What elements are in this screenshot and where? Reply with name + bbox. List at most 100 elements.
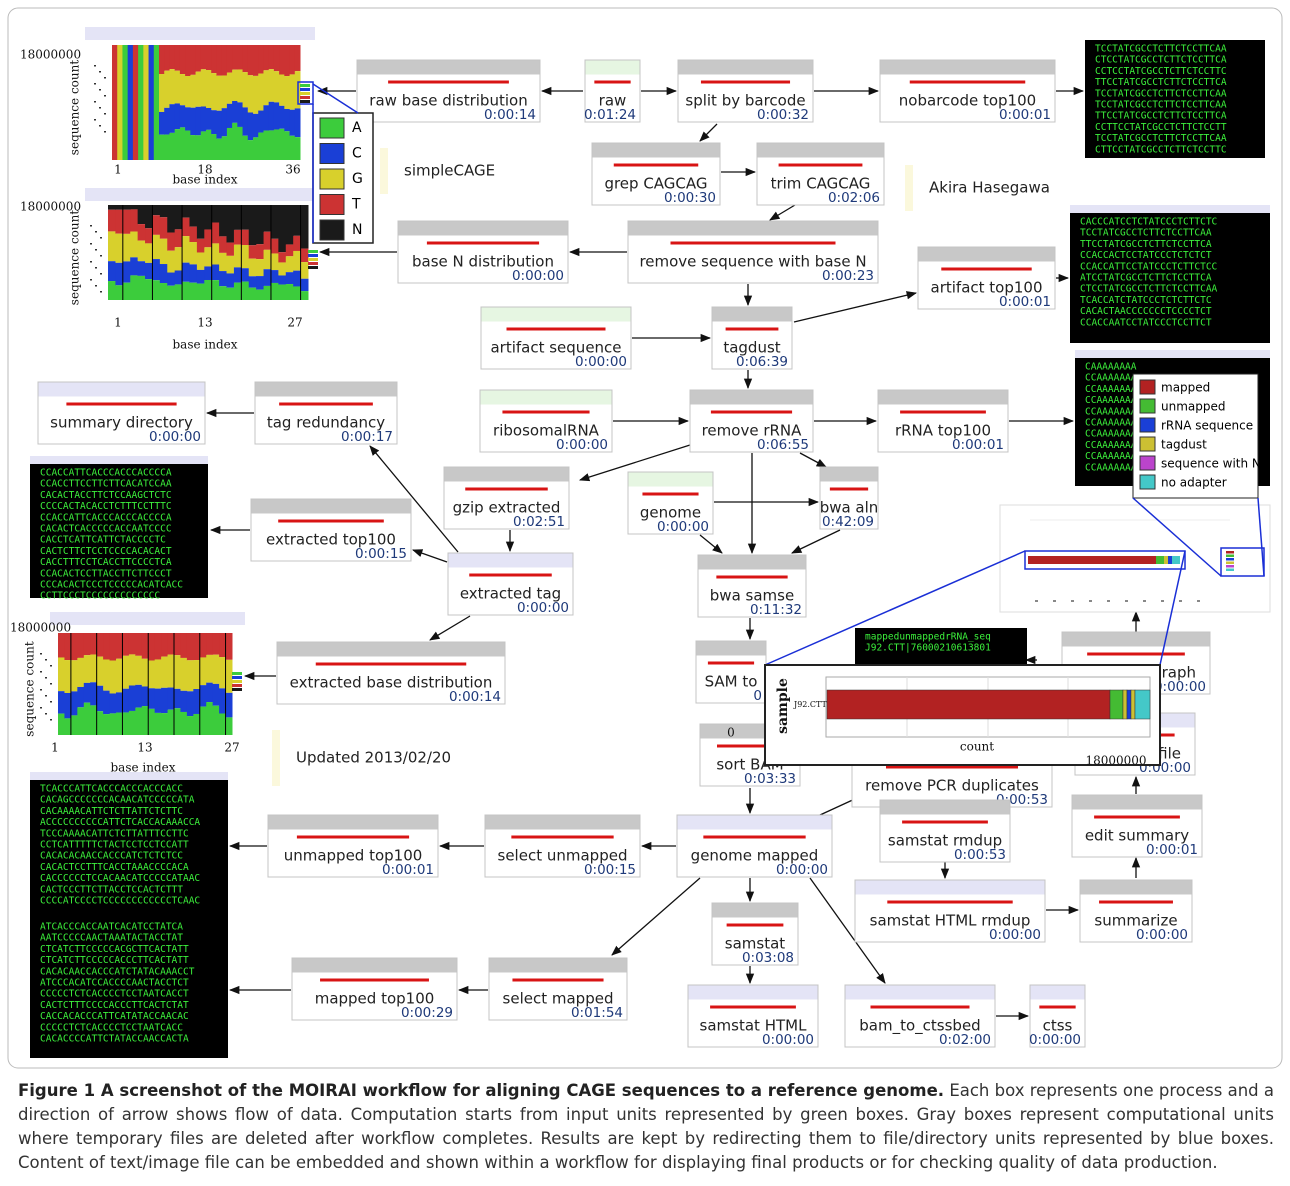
plot-column xyxy=(154,45,160,160)
plot-xtick: 1 xyxy=(51,741,59,755)
plot-dot xyxy=(104,77,106,79)
node-time: 0:03:33 xyxy=(744,771,796,787)
plot-column xyxy=(84,655,91,683)
plot-column xyxy=(108,210,116,232)
plot-column xyxy=(167,273,175,286)
plot-column xyxy=(152,235,160,259)
node-header xyxy=(482,308,631,322)
plot-dot xyxy=(99,107,101,109)
plot-dot xyxy=(50,719,52,721)
legend-swatch xyxy=(320,118,344,138)
plot-column xyxy=(175,129,181,160)
plot-column xyxy=(264,205,272,232)
plot-column xyxy=(115,285,123,300)
note-marker xyxy=(380,148,388,194)
sequence-line: CCACCATTCCTATCCCTCTTCTCC xyxy=(1080,261,1217,272)
plot-column xyxy=(206,70,212,108)
plot-column xyxy=(133,45,139,160)
thumb-legend-swatch xyxy=(1226,551,1234,554)
plot-column xyxy=(196,45,202,72)
plot-column xyxy=(284,45,290,76)
plot-column xyxy=(226,693,233,718)
mini-legend-swatch xyxy=(308,254,318,257)
node-header xyxy=(586,61,640,75)
sequence-line: CCCCCTCTCACCCCTCCTAATCACC xyxy=(40,1022,183,1033)
thumb-dot xyxy=(1143,600,1146,602)
thumb-dot xyxy=(1035,600,1038,602)
plot-column xyxy=(190,135,196,160)
mini-legend-swatch xyxy=(232,684,242,687)
plot-dot xyxy=(50,701,52,703)
legend-label: no adapter xyxy=(1161,476,1227,490)
node-header xyxy=(758,144,884,158)
plot-dot xyxy=(94,119,96,121)
plot-column xyxy=(278,252,286,262)
plot-column xyxy=(180,691,187,712)
mini-legend-swatch xyxy=(300,96,310,99)
thumb-legend-swatch xyxy=(1226,555,1234,558)
plot-column xyxy=(290,45,296,74)
mini-legend-swatch xyxy=(300,84,310,87)
mini-legend-swatch xyxy=(232,688,242,691)
legend-swatch xyxy=(1140,399,1155,413)
plot-column xyxy=(234,205,242,230)
plot-column xyxy=(243,107,249,135)
plot-column xyxy=(211,134,217,160)
plot-column xyxy=(169,45,175,69)
plot-dot xyxy=(45,713,47,715)
plot-column xyxy=(226,717,233,735)
plot-column xyxy=(90,682,97,705)
plot-column xyxy=(243,136,249,160)
sequence-line: CCAAAAAAA xyxy=(1085,406,1137,417)
sequence-line: CACCACACCCATTCATATACCAACAC xyxy=(40,1011,189,1022)
sequence-line: TCACCATCTATCCCTCTCTTCTC xyxy=(1080,295,1212,306)
plot-xtick: 18 xyxy=(197,163,212,177)
plot-column xyxy=(197,284,205,300)
page: {"nodes": [ {"label": "raw base distribu… xyxy=(0,0,1290,1186)
plot-column xyxy=(108,205,116,210)
plot-column xyxy=(138,224,146,240)
plot-column xyxy=(71,633,78,660)
mini-legend-swatch xyxy=(232,672,242,675)
plot-column xyxy=(227,256,235,274)
plot-column xyxy=(234,230,242,245)
plot-column xyxy=(148,688,155,709)
sequence-line: CTCCTATCGCCTCTTCTCCTTCAA xyxy=(1080,284,1218,295)
node-time: 0:00:00 xyxy=(1154,679,1206,695)
plot-column xyxy=(152,215,160,235)
plot-column xyxy=(169,133,175,160)
thumb-dot xyxy=(1161,600,1164,602)
plot-column xyxy=(227,73,233,104)
plot-column xyxy=(206,108,212,130)
plot-column xyxy=(241,245,249,268)
plot-column xyxy=(201,131,207,160)
plot-column xyxy=(248,75,254,112)
thumb-dot xyxy=(1107,600,1110,602)
legend-label: tagdust xyxy=(1161,438,1207,452)
plot-dot xyxy=(45,695,47,697)
plot-dot xyxy=(104,113,106,115)
node-time: 0:00:00 xyxy=(512,268,564,284)
plot-column xyxy=(167,233,175,251)
plot-column xyxy=(123,261,131,282)
plot-column xyxy=(279,45,285,75)
plot-column xyxy=(182,236,190,263)
plot-column xyxy=(204,205,212,229)
plot-header xyxy=(85,188,325,201)
plot-column xyxy=(77,687,84,707)
sequence-line: CCCCCTCTCACCCCTCCTAATCACCT xyxy=(40,989,189,1000)
legend-label: G xyxy=(352,171,363,187)
sequence-line: CCACCATTCACCCACCCACCCCA xyxy=(40,468,172,479)
mini-legend-swatch xyxy=(300,88,310,91)
plot-column xyxy=(116,692,123,712)
popup-bar xyxy=(1127,690,1131,719)
plot-column xyxy=(269,102,275,131)
plot-column xyxy=(243,45,249,72)
plot-column xyxy=(174,689,181,708)
node-header xyxy=(821,468,878,482)
plot-xtick: 1 xyxy=(114,316,122,330)
plot-column xyxy=(130,257,138,275)
plot-column xyxy=(253,45,259,76)
legend-swatch xyxy=(320,144,344,164)
sequence-line: TCCTATCGCCTCTTCTCCTTCAA xyxy=(1095,100,1227,111)
